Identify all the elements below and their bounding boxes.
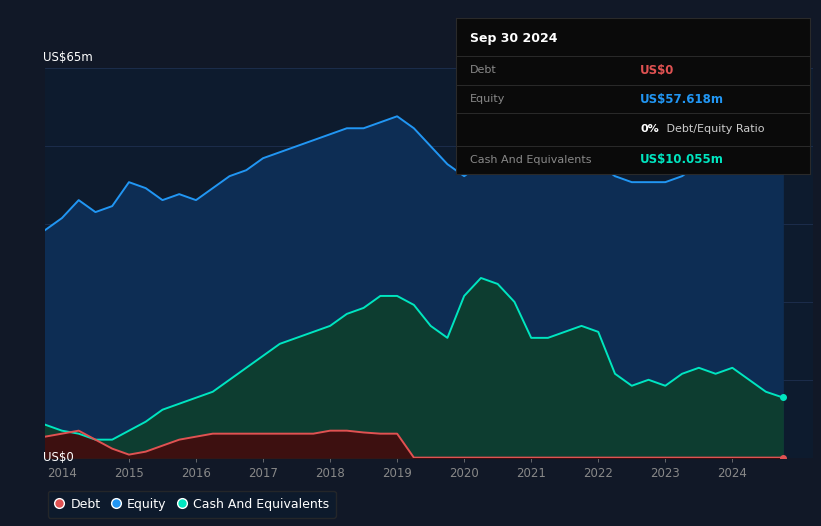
Text: 0%: 0% <box>640 124 658 134</box>
Text: US$10.055m: US$10.055m <box>640 153 724 166</box>
Text: US$57.618m: US$57.618m <box>640 93 724 106</box>
Text: Debt/Equity Ratio: Debt/Equity Ratio <box>663 124 764 134</box>
Text: Sep 30 2024: Sep 30 2024 <box>470 33 557 45</box>
Text: Cash And Equivalents: Cash And Equivalents <box>470 155 591 165</box>
Text: Equity: Equity <box>470 94 505 104</box>
Text: US$65m: US$65m <box>43 52 93 65</box>
Text: US$0: US$0 <box>640 64 675 77</box>
Text: Debt: Debt <box>470 65 497 75</box>
Legend: Debt, Equity, Cash And Equivalents: Debt, Equity, Cash And Equivalents <box>48 491 336 518</box>
Text: US$0: US$0 <box>43 451 74 464</box>
